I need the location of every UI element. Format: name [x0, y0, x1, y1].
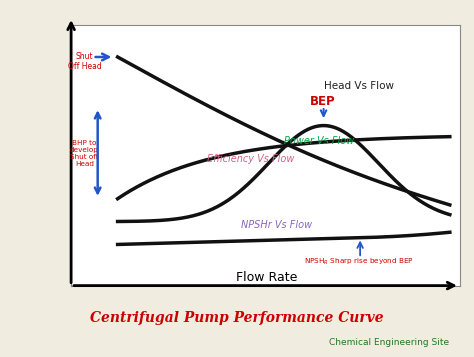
- Text: Shut
Off Head: Shut Off Head: [67, 52, 101, 71]
- Text: BEP: BEP: [310, 95, 336, 108]
- Text: Power Vs Flow: Power Vs Flow: [284, 136, 354, 146]
- Text: Head Vs Flow: Head Vs Flow: [324, 81, 393, 91]
- Text: NPSH$_R$ Sharp rise beyond BEP: NPSH$_R$ Sharp rise beyond BEP: [304, 257, 414, 267]
- Text: Chemical Engineering Site: Chemical Engineering Site: [328, 338, 449, 347]
- Text: Centrifugal Pump Performance Curve: Centrifugal Pump Performance Curve: [90, 311, 384, 325]
- Text: Efficiency Vs Flow: Efficiency Vs Flow: [207, 154, 295, 164]
- Text: BHP to
develop
Shut off
Head: BHP to develop Shut off Head: [70, 140, 99, 166]
- Text: Flow Rate: Flow Rate: [237, 271, 298, 284]
- Text: NPSHr Vs Flow: NPSHr Vs Flow: [240, 221, 311, 231]
